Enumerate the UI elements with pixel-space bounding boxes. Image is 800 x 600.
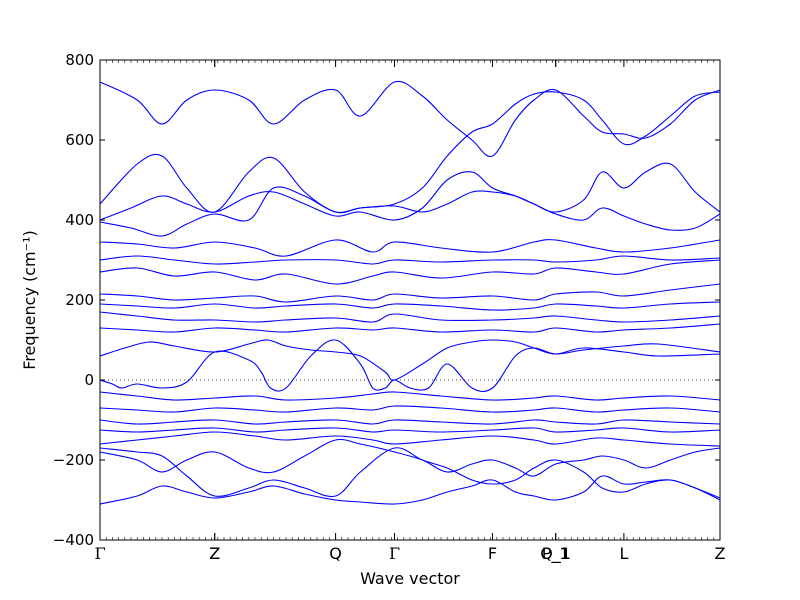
band-line-9 <box>99 301 721 311</box>
plot-frame <box>99 59 721 541</box>
band-line-4 <box>99 186 721 237</box>
band-lines <box>99 80 721 505</box>
band-line-19 <box>99 438 721 477</box>
y-tick-label: 800 <box>65 51 94 69</box>
y-tick-label: 600 <box>65 131 94 149</box>
kpoint-label: Z <box>715 544 726 563</box>
band-line-6 <box>99 255 721 265</box>
x-kpoint-labels: Γ ZZ Q Γ F P_1Q_1 L Z <box>94 544 725 564</box>
y-tick-labels: −400 −200 0 200 400 600 800 <box>53 51 94 549</box>
x-axis-label: Wave vector <box>360 569 460 588</box>
band-line-14 <box>99 391 721 401</box>
band-line-18 <box>99 431 721 447</box>
band-line-7 <box>99 259 721 285</box>
y-tick-label: −400 <box>53 531 94 549</box>
band-line-15 <box>99 405 721 413</box>
band-line-1 <box>99 80 721 158</box>
band-line-10 <box>99 311 721 323</box>
y-tick-label: 200 <box>65 291 94 309</box>
y-tick-label: −200 <box>53 451 94 469</box>
y-tick-label: 400 <box>65 211 94 229</box>
band-line-20 <box>99 447 721 499</box>
kpoint-label: Γ <box>94 544 105 563</box>
band-line-21 <box>99 475 721 505</box>
band-line-8 <box>99 283 721 303</box>
y-tick-label: 0 <box>84 371 94 389</box>
kpoint-label: Z <box>209 544 220 563</box>
kpoint-label: L <box>619 544 628 563</box>
band-line-16 <box>99 419 721 425</box>
band-line-13 <box>99 339 721 393</box>
band-line-3 <box>99 162 721 221</box>
band-line-17 <box>99 427 721 433</box>
kpoint-label: P_1 <box>542 544 570 564</box>
kpoint-label: Z <box>209 544 220 563</box>
y-axis-label: Frequency (cm⁻¹) <box>20 230 39 369</box>
band-line-11 <box>99 323 721 333</box>
kpoint-label: Γ <box>389 544 400 563</box>
kpoint-label: F <box>488 544 497 563</box>
kpoint-label: Q_1 <box>540 544 571 564</box>
kpoint-label: Q <box>329 544 342 563</box>
band-line-5 <box>99 239 721 257</box>
